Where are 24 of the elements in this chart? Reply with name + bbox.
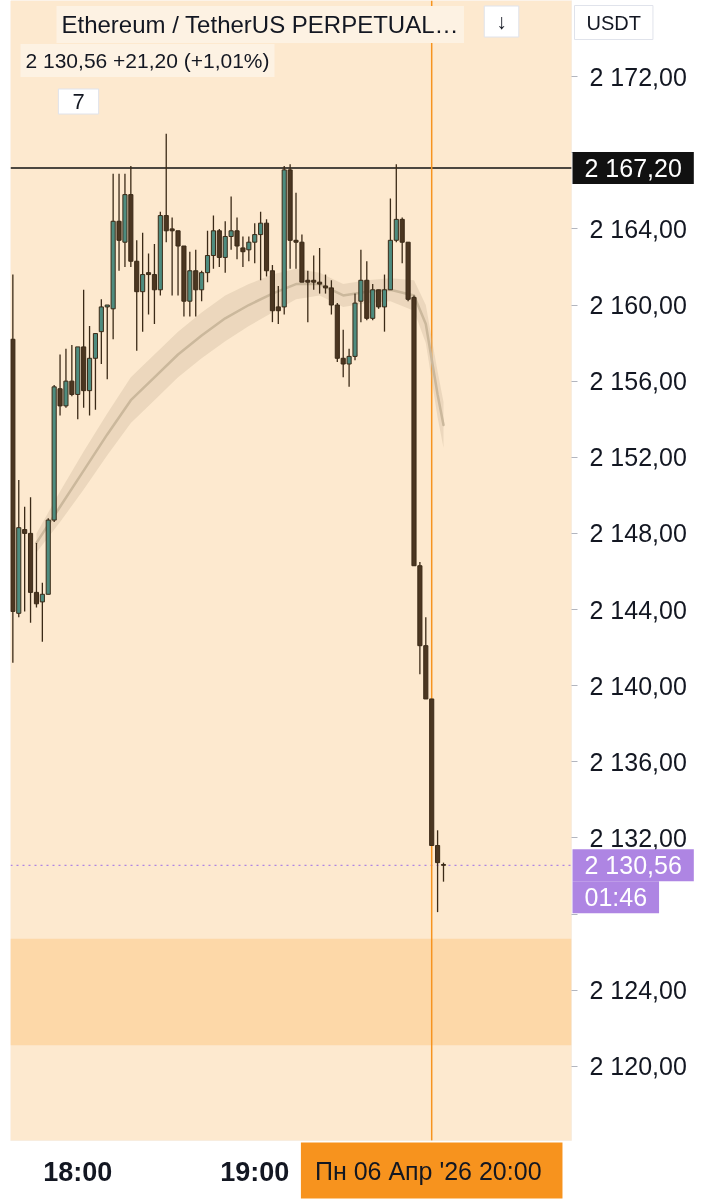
y-tick-label: 2 156,00 <box>589 367 687 396</box>
y-tick-label: 2 132,00 <box>589 823 687 852</box>
y-tick-label: 2 140,00 <box>589 671 687 700</box>
text: 2 130,56 +21,20 (+1,01%) <box>25 49 270 72</box>
x-tick-label: 18:00 <box>43 1156 113 1187</box>
x-tick-label: 19:00 <box>220 1156 290 1187</box>
annotation: 7 <box>72 89 85 114</box>
ref-line-label: Пн 06 Апр '26 20:00 <box>314 1156 542 1185</box>
y-tick-label: 2 120,00 <box>589 1052 687 1081</box>
y-tick-label: 2 136,00 <box>589 747 687 776</box>
y-tick-label: 2 124,00 <box>589 976 687 1005</box>
chart-title: Ethereum / TetherUS PERPETUAL… <box>61 11 459 38</box>
y-tick-label: 2 152,00 <box>589 443 687 472</box>
text: 01:46 <box>584 883 648 912</box>
text: USDT <box>586 11 641 34</box>
y-tick-label: 2 172,00 <box>589 62 687 91</box>
candlestick <box>440 861 447 883</box>
y-tick-label: 2 144,00 <box>589 595 687 624</box>
ref-line-label: 2 130,56 <box>584 851 682 880</box>
ref-line-label: 2 167,20 <box>584 153 682 182</box>
y-tick-label: 2 164,00 <box>589 214 687 243</box>
y-tick-label: 2 148,00 <box>589 519 687 548</box>
annotation: ↓ <box>496 10 507 33</box>
y-tick-label: 2 160,00 <box>589 291 687 320</box>
